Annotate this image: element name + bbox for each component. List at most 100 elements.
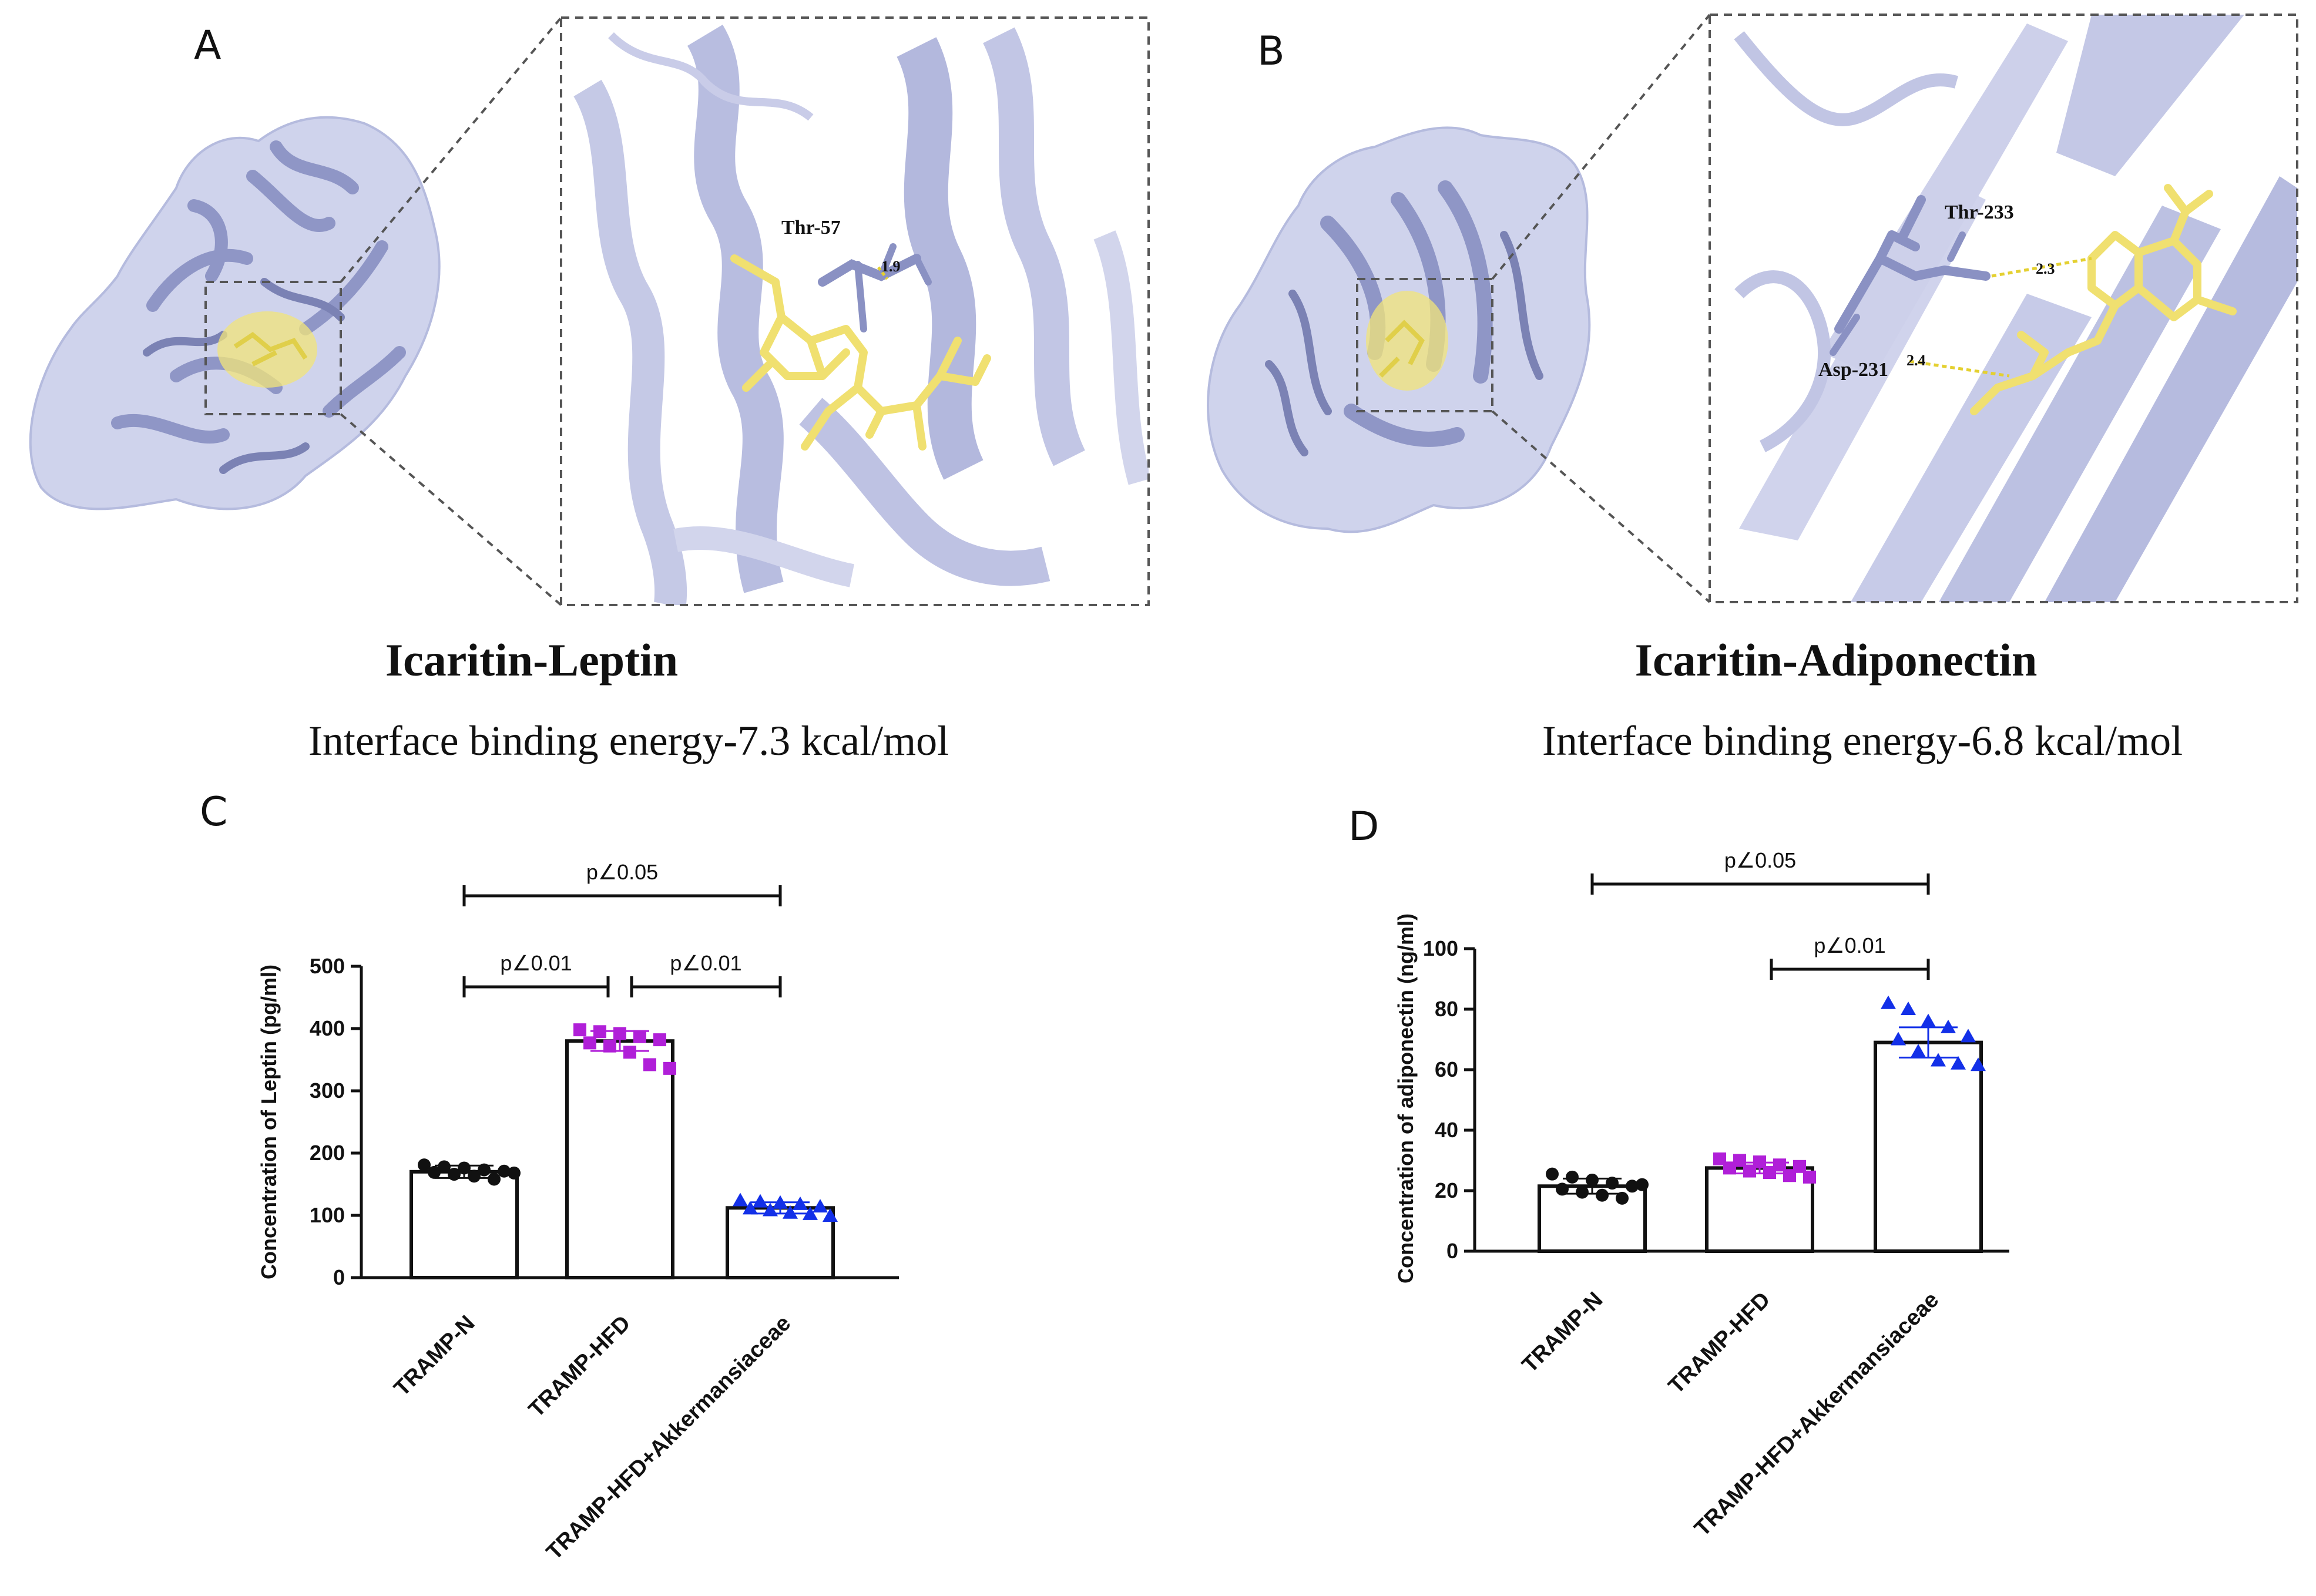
data-point <box>418 1158 431 1172</box>
data-point <box>613 1027 626 1040</box>
data-point <box>753 1194 768 1208</box>
data-point <box>1961 1029 1976 1043</box>
panel-b-subtitle: Interface binding energy-6.8 kcal/mol <box>1542 717 2183 764</box>
data-point <box>1931 1053 1946 1067</box>
y-tick-label: 0 <box>1446 1239 1458 1263</box>
leptin-binding-site-zoom: Thr-57 1.9 <box>560 16 1150 606</box>
data-point <box>448 1168 461 1181</box>
data-point <box>1941 1019 1956 1033</box>
significance-label: p∠0.05 <box>586 860 658 884</box>
data-point <box>438 1160 451 1174</box>
distance-label-a: 1.9 <box>881 258 901 275</box>
residue-label-thr233: Thr-233 <box>1945 201 2014 223</box>
data-point <box>803 1206 818 1220</box>
data-point <box>1566 1170 1579 1184</box>
adiponectin-protein-surface <box>1207 126 1591 533</box>
data-point <box>458 1161 471 1175</box>
data-point <box>633 1030 646 1043</box>
data-point <box>1971 1057 1986 1071</box>
data-point <box>653 1033 666 1047</box>
y-tick-label: 100 <box>310 1203 345 1227</box>
data-point <box>623 1046 636 1059</box>
data-point <box>498 1164 511 1178</box>
y-tick-label: 400 <box>310 1016 345 1040</box>
bar <box>1538 1184 1647 1254</box>
distance-label-b2: 2.4 <box>1906 352 1926 369</box>
significance-label: p∠0.01 <box>670 951 741 975</box>
panel-a-subtitle: Interface binding energy-7.3 kcal/mol <box>308 717 949 764</box>
y-tick-label: 80 <box>1435 997 1458 1021</box>
leptin-protein-surface <box>29 116 441 510</box>
bar <box>1874 1040 1983 1254</box>
y-tick-label: 500 <box>310 954 345 978</box>
panel-d-letter: D <box>1348 804 1379 850</box>
data-point <box>488 1172 501 1186</box>
y-tick-label: 0 <box>333 1265 345 1289</box>
y-tick-label: 60 <box>1435 1057 1458 1081</box>
data-point <box>1901 1002 1916 1015</box>
data-point <box>733 1192 748 1207</box>
panel-a: A <box>29 16 1150 764</box>
data-point <box>1921 1013 1936 1027</box>
data-point <box>1793 1160 1806 1173</box>
data-point <box>1546 1167 1559 1181</box>
data-point <box>763 1202 778 1217</box>
data-point <box>1743 1164 1756 1178</box>
data-point <box>1891 1031 1906 1046</box>
bar <box>1705 1166 1814 1253</box>
bar <box>565 1039 674 1279</box>
data-point <box>1576 1185 1589 1199</box>
data-point <box>468 1170 481 1183</box>
x-category-label: TRAMP-HFD <box>1664 1288 1775 1399</box>
data-point <box>508 1166 521 1180</box>
panel-a-letter: A <box>194 22 221 69</box>
data-point <box>478 1163 491 1177</box>
panel-b-title: Icaritin-Adiponectin <box>1635 634 2038 686</box>
y-tick-label: 40 <box>1435 1118 1458 1142</box>
data-point <box>1763 1166 1776 1180</box>
data-point <box>743 1201 758 1215</box>
y-tick-label: 20 <box>1435 1178 1458 1202</box>
data-point <box>793 1196 808 1210</box>
data-point <box>1951 1056 1966 1070</box>
y-axis-label: Concentration of adiponectin (ng/ml) <box>1394 913 1418 1283</box>
data-point <box>773 1195 788 1209</box>
data-point <box>1556 1182 1569 1196</box>
x-category-label: TRAMP-HFD <box>524 1311 635 1422</box>
data-point <box>583 1036 596 1050</box>
significance-label: p∠0.01 <box>1814 933 1885 957</box>
data-point <box>663 1061 676 1075</box>
data-point <box>1753 1155 1766 1169</box>
data-point <box>1911 1044 1926 1058</box>
x-category-label: TRAMP-N <box>1518 1288 1608 1378</box>
data-point <box>428 1165 441 1179</box>
data-point <box>573 1023 586 1037</box>
data-point <box>783 1205 798 1219</box>
distance-label-b1: 2.3 <box>2036 260 2055 277</box>
data-point <box>1803 1170 1816 1184</box>
x-category-label: TRAMP-N <box>390 1311 480 1402</box>
y-tick-label: 200 <box>310 1141 345 1165</box>
data-point <box>1616 1191 1629 1205</box>
data-point <box>1713 1152 1726 1165</box>
y-axis-label: Concentration of Leptin (pg/ml) <box>257 965 281 1279</box>
data-point <box>1733 1154 1746 1167</box>
y-tick-label: 100 <box>1423 936 1458 960</box>
data-point <box>1596 1188 1609 1202</box>
data-point <box>813 1199 828 1213</box>
panel-b: B <box>1207 14 2298 764</box>
data-point <box>1586 1173 1599 1187</box>
bar <box>410 1170 519 1280</box>
significance-label: p∠0.05 <box>1724 848 1796 872</box>
data-point <box>1723 1161 1736 1175</box>
panel-a-title: Icaritin-Leptin <box>385 634 678 686</box>
data-point <box>1626 1180 1639 1193</box>
data-point <box>1606 1177 1619 1190</box>
panel-c-letter: C <box>200 789 227 835</box>
bar <box>726 1206 835 1280</box>
significance-label: p∠0.01 <box>500 951 572 975</box>
residue-label-thr57: Thr-57 <box>781 217 841 238</box>
adiponectin-binding-site-zoom: Thr-233 Asp-231 2.3 2.4 <box>1709 14 2298 603</box>
